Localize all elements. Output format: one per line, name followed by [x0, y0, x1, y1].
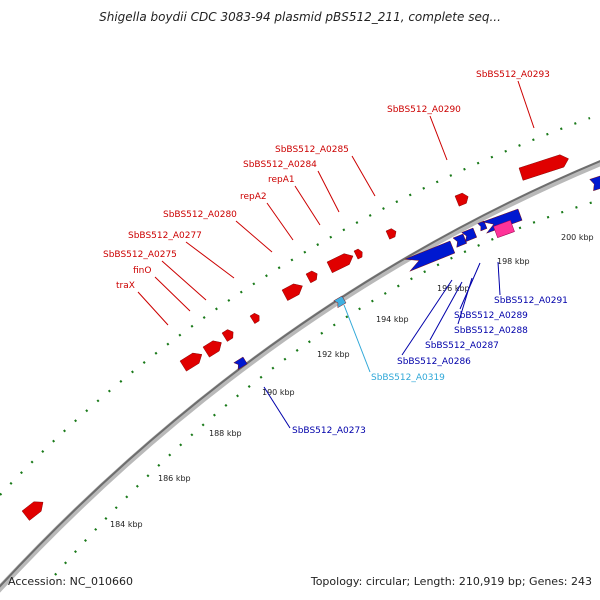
leader-line — [429, 115, 448, 161]
scale-label: 198 kbp — [497, 257, 530, 266]
forward-gene-arrow[interactable] — [202, 337, 225, 358]
reverse-gene-arrow[interactable] — [404, 240, 456, 272]
leader-line — [185, 241, 235, 279]
leader-line — [266, 202, 294, 241]
leader-line — [263, 386, 291, 429]
topology-summary: Topology: circular; Length: 210,919 bp; … — [310, 575, 592, 588]
leader-line — [137, 291, 169, 326]
gene-label[interactable]: SbBS512_A0280 — [163, 210, 237, 220]
forward-gene-arrow[interactable] — [281, 281, 305, 301]
forward-gene-arrow[interactable] — [249, 312, 262, 324]
backbone-arc — [0, 159, 600, 593]
leader-line — [517, 80, 535, 129]
gene-label[interactable]: finO — [133, 266, 151, 276]
forward-gene-arrow[interactable] — [326, 251, 356, 274]
gene-label[interactable]: SbBS512_A0285 — [275, 145, 349, 155]
forward-gene-arrow[interactable] — [353, 248, 364, 260]
reverse-gene-arrow[interactable] — [589, 175, 600, 192]
leader-line — [317, 170, 340, 213]
gene-label[interactable]: SbBS512_A0277 — [128, 231, 202, 241]
scale-label: 190 kbp — [262, 388, 295, 397]
gene-label[interactable]: SbBS512_A0288 — [454, 326, 528, 336]
gene-label[interactable]: repA2 — [240, 192, 267, 202]
scale-label: 194 kbp — [376, 315, 409, 324]
leader-line — [351, 155, 376, 197]
gene-label[interactable]: SbBS512_A0290 — [387, 105, 461, 115]
forward-gene-arrow[interactable] — [454, 192, 470, 207]
accession-text: Accession: NC_010660 — [8, 575, 134, 588]
map-title: Shigella boydii CDC 3083-94 plasmid pBS5… — [99, 10, 501, 24]
reverse-gene-arrow[interactable] — [233, 356, 248, 370]
highlight-gene-arrow[interactable] — [333, 295, 347, 309]
scale-label: 186 kbp — [158, 474, 191, 483]
gene-label[interactable]: SbBS512_A0284 — [243, 160, 317, 170]
reverse-gene-arrow[interactable] — [461, 227, 478, 243]
gene-label[interactable]: SbBS512_A0275 — [103, 250, 177, 260]
gene-label[interactable]: SbBS512_A0287 — [425, 341, 499, 351]
gene-label[interactable]: SbBS512_A0293 — [476, 70, 550, 80]
forward-gene-arrow[interactable] — [179, 349, 205, 372]
leader-line — [343, 304, 371, 373]
forward-gene-arrow[interactable] — [21, 497, 47, 521]
backbone-edge — [0, 160, 600, 588]
forward-gene-arrow[interactable] — [385, 227, 398, 240]
scale-label: 196 kbp — [437, 284, 470, 293]
scale-label: 192 kbp — [317, 350, 350, 359]
forward-gene-arrow[interactable] — [305, 269, 320, 284]
forward-gene-arrow[interactable] — [221, 328, 236, 342]
leader-line — [161, 260, 207, 301]
gene-labels: traX finO SbBS512_A0275 SbBS512_A0277 SbBS51… — [103, 70, 568, 436]
reverse-gene-arrow[interactable] — [452, 233, 468, 248]
gene-label[interactable]: SbBS512_A0286 — [397, 357, 471, 367]
leader-line — [154, 276, 191, 312]
scale-label: 184 kbp — [110, 520, 143, 529]
gene-label[interactable]: SbBS512_A0273 — [292, 426, 366, 436]
gene-label[interactable]: SbBS512_A0319 — [371, 373, 445, 383]
scale-label: 200 kbp — [561, 233, 594, 242]
leader-line — [429, 281, 463, 341]
leader-line — [401, 279, 453, 356]
gene-label[interactable]: SbBS512_A0289 — [454, 311, 528, 321]
gene-label[interactable]: SbBS512_A0291 — [494, 296, 568, 306]
genes — [21, 153, 600, 521]
leader-line — [459, 262, 481, 310]
leader-line — [497, 261, 501, 296]
scale-labels: 184 kbp 186 kbp 188 kbp 190 kbp 192 kbp 194 k… — [110, 233, 594, 529]
misc-feature-block[interactable] — [493, 219, 515, 239]
scale-label: 188 kbp — [209, 429, 242, 438]
gene-label[interactable]: traX — [116, 281, 135, 291]
leader-line — [235, 220, 273, 253]
forward-gene-arrow[interactable] — [518, 153, 571, 181]
outer-tick-ring — [0, 116, 591, 496]
gene-label[interactable]: repA1 — [268, 175, 295, 185]
leader-line — [294, 185, 321, 226]
reverse-gene-arrow[interactable] — [481, 208, 523, 234]
reverse-gene-arrow[interactable] — [477, 220, 488, 232]
